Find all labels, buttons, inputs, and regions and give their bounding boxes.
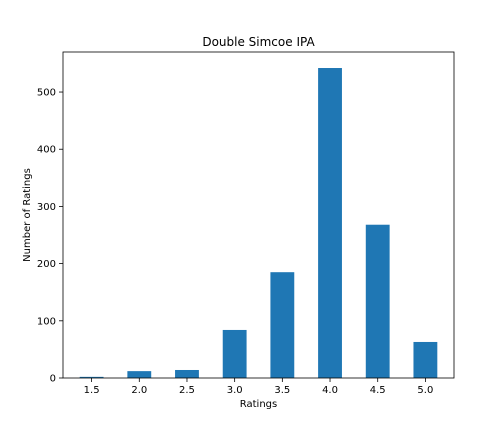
bar-4.5: [365, 224, 390, 378]
bar-4.0: [318, 68, 342, 378]
bar-3.5: [270, 272, 295, 378]
x-axis-ticks: 1.5 2.0 2.5 3.0 3.5 4.0 4.5 5.0: [84, 378, 433, 396]
x-tick-label: 3.5: [274, 385, 290, 396]
y-axis-label: Number of Ratings: [22, 168, 33, 262]
y-tick-label: 300: [37, 202, 56, 213]
bar-1.5: [79, 376, 104, 378]
bar-2.0: [127, 371, 152, 378]
x-tick-label: 4.5: [370, 385, 386, 396]
y-tick-label: 500: [37, 88, 56, 99]
y-tick-label: 100: [37, 316, 56, 327]
x-tick-label: 1.5: [84, 385, 100, 396]
y-tick-label: 400: [37, 145, 56, 156]
plot-frame: [62, 51, 455, 379]
y-axis-ticks: 0 100 200 300 400 500: [37, 88, 63, 385]
y-tick-label: 0: [50, 374, 56, 385]
x-tick-label: 4.0: [322, 385, 338, 396]
bar-3.0: [222, 329, 247, 378]
chart-title: Double Simcoe IPA: [202, 35, 315, 49]
x-tick-label: 3.0: [227, 385, 243, 396]
bar-2.5: [175, 369, 199, 378]
x-axis-label: Ratings: [240, 399, 277, 410]
x-tick-label: 2.0: [131, 385, 147, 396]
y-tick-label: 200: [37, 259, 56, 270]
x-tick-label: 2.5: [179, 385, 195, 396]
bars-group: [79, 68, 438, 378]
x-tick-label: 5.0: [417, 385, 433, 396]
bar-5.0: [413, 341, 438, 378]
